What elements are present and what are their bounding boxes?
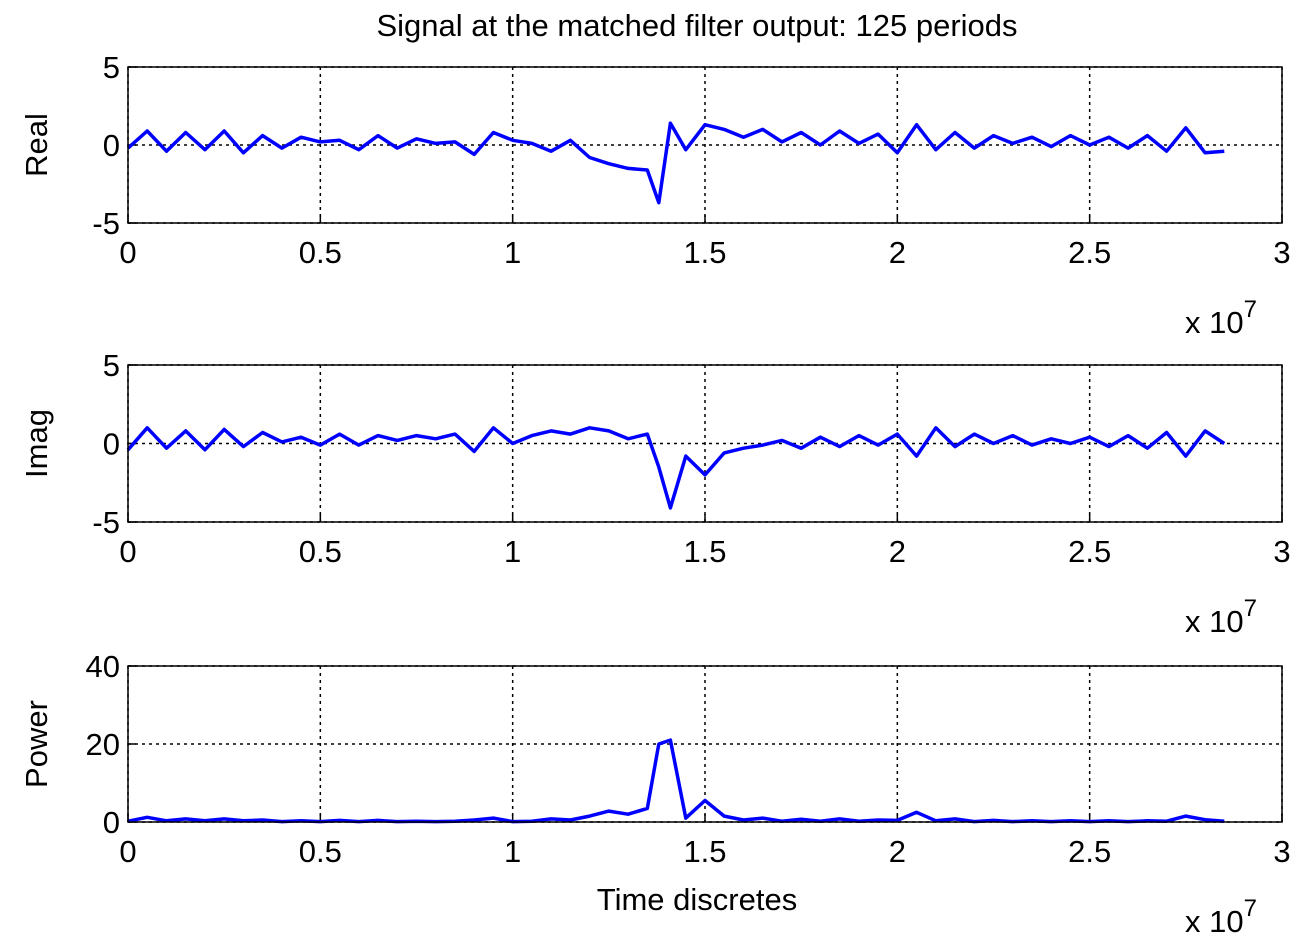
chart-title: Signal at the matched filter output: 125… — [376, 8, 1017, 43]
axes-box — [127, 665, 1283, 823]
x-tick-label: 3 — [1273, 834, 1290, 869]
x-multiplier-exponent: 7 — [1244, 296, 1257, 323]
x-multiplier-exponent: 7 — [1244, 595, 1257, 622]
x-multiplier: x 107 — [1185, 895, 1257, 939]
axes-box — [127, 66, 1283, 224]
x-tick-label: 1 — [504, 235, 521, 270]
x-tick-label: 2 — [889, 834, 906, 869]
y-tick-label: 5 — [103, 50, 120, 85]
x-tick-label: 0 — [119, 534, 136, 569]
y-tick-label: 0 — [103, 427, 120, 462]
x-multiplier: x 107 — [1185, 595, 1257, 639]
x-tick-label: 2.5 — [1068, 834, 1111, 869]
x-tick-label: 3 — [1273, 534, 1290, 569]
x-tick-label: 1.5 — [683, 534, 726, 569]
x-tick-label: 3 — [1273, 235, 1290, 270]
y-tick-label: 0 — [103, 128, 120, 163]
x-tick-label: 0.5 — [299, 235, 342, 270]
y-tick-label: -5 — [92, 206, 120, 241]
x-tick-label: 2 — [889, 534, 906, 569]
x-axis-label: Time discretes — [597, 882, 797, 917]
x-tick-label: 0.5 — [299, 534, 342, 569]
x-tick-label: 1.5 — [683, 834, 726, 869]
x-tick-label: 2 — [889, 235, 906, 270]
x-multiplier-base: x 10 — [1185, 904, 1244, 939]
x-multiplier-exponent: 7 — [1244, 895, 1257, 922]
x-tick-label: 1 — [504, 834, 521, 869]
y-axis-label: Imag — [19, 409, 54, 478]
signal-line — [126, 426, 1226, 510]
x-tick-label: 0.5 — [299, 834, 342, 869]
y-tick-label: -5 — [92, 505, 120, 540]
x-tick-label: 1 — [504, 534, 521, 569]
y-tick-label: 20 — [86, 727, 120, 762]
x-multiplier-base: x 10 — [1185, 305, 1244, 340]
signal-line — [126, 121, 1225, 205]
x-tick-label: 0 — [119, 235, 136, 270]
x-multiplier: x 107 — [1185, 296, 1257, 340]
y-tick-label: 5 — [103, 348, 120, 383]
x-tick-label: 0 — [119, 834, 136, 869]
y-tick-label: 40 — [86, 649, 120, 684]
x-multiplier-base: x 10 — [1185, 604, 1244, 639]
axes-box — [127, 364, 1283, 523]
x-tick-label: 1.5 — [683, 235, 726, 270]
y-axis-label: Power — [19, 700, 54, 788]
x-tick-label: 2.5 — [1068, 235, 1111, 270]
x-tick-label: 2.5 — [1068, 534, 1111, 569]
y-tick-label: 0 — [103, 805, 120, 840]
y-axis-label: Real — [19, 113, 54, 177]
